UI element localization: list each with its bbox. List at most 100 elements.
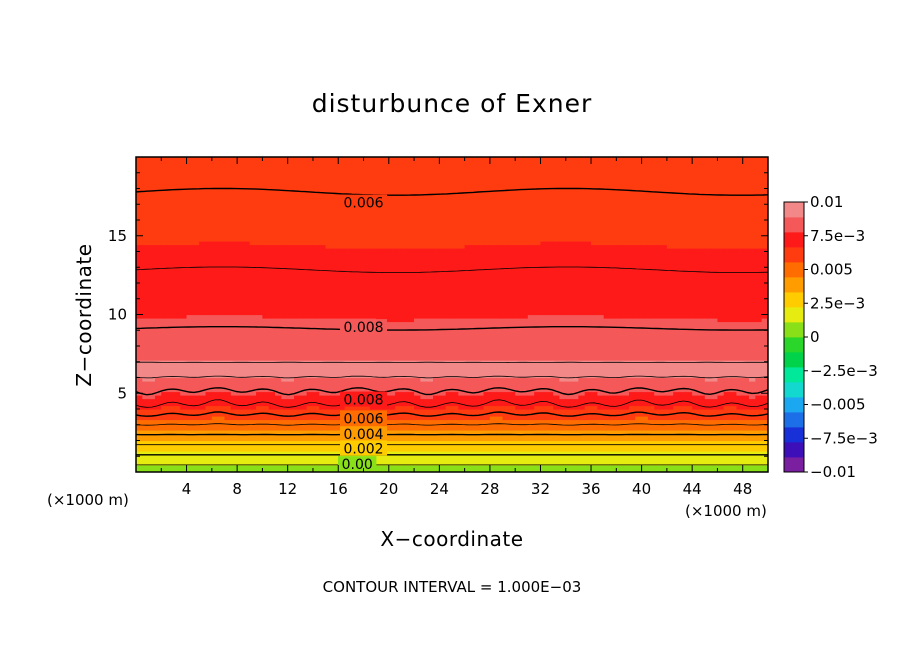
field-cell [306,171,314,176]
field-cell [477,398,485,403]
field-cell [237,430,245,435]
field-cell [445,213,453,218]
field-cell [230,430,238,435]
field-cell [477,297,485,302]
field-cell [319,339,327,344]
field-cell [243,314,251,319]
field-cell [243,206,251,211]
field-cell [199,353,207,358]
field-cell [407,185,415,190]
field-cell [287,454,295,459]
field-cell [319,349,327,354]
field-cell [173,311,181,316]
field-cell [173,209,181,214]
field-cell [148,384,156,389]
field-cell [369,286,377,291]
field-cell [458,451,466,456]
field-cell [445,433,453,438]
field-cell [287,328,295,333]
field-cell [357,248,365,253]
field-cell [249,167,257,172]
field-cell [275,381,282,386]
field-cell [142,409,150,414]
field-cell [325,391,333,396]
field-cell [300,241,308,246]
field-cell [262,465,270,470]
field-cell [230,279,238,284]
field-cell [275,290,282,295]
field-cell [369,405,377,410]
field-cell [470,454,478,459]
field-cell [458,276,466,281]
field-cell [483,458,491,463]
field-cell [243,461,251,466]
field-cell [331,237,339,242]
field-cell [142,325,150,330]
field-cell [306,258,314,263]
field-cell [312,167,320,172]
field-cell [211,409,219,414]
field-cell [211,346,219,351]
field-cell [395,325,403,330]
field-cell [319,409,327,414]
field-cell [376,230,384,235]
field-cell [458,248,466,253]
field-cell [237,461,245,466]
field-cell [325,416,333,421]
field-cell [154,262,162,267]
field-cell [192,332,200,337]
field-cell [256,353,263,358]
field-cell [470,248,478,253]
field-cell [344,279,352,284]
field-cell [300,395,308,400]
field-cell [243,248,251,253]
field-cell [477,272,485,277]
field-cell [180,405,188,410]
field-cell [433,297,440,302]
field-cell [256,332,263,337]
field-cell [433,437,440,442]
field-cell [224,300,232,305]
field-cell [407,265,415,270]
field-cell [464,458,472,463]
field-cell [167,241,175,246]
field-cell [287,409,295,414]
field-cell [350,353,358,358]
field-cell [483,314,491,319]
field-cell [426,419,434,424]
field-cell [395,433,403,438]
field-cell [388,223,396,228]
field-cell [199,342,207,347]
field-cell [218,388,226,393]
field-cell [395,213,403,218]
field-cell [294,377,301,382]
field-cell [249,286,257,291]
field-cell [224,346,232,351]
field-cell [224,384,232,389]
field-cell [268,318,276,323]
field-cell [395,367,403,372]
field-cell [331,388,339,393]
field-cell [452,335,459,340]
field-cell [420,265,428,270]
field-cell [477,426,485,431]
field-cell [331,188,339,193]
field-cell [382,216,390,221]
field-cell [426,178,434,183]
field-cell [420,342,428,347]
field-cell [148,398,156,403]
field-cell [420,405,428,410]
field-cell [477,437,485,442]
field-cell [136,192,143,197]
field-cell [363,307,371,312]
field-cell [369,283,377,288]
field-cell [388,356,396,361]
field-cell [477,416,485,421]
field-cell [433,451,440,456]
field-cell [256,370,263,375]
field-cell [306,374,314,379]
field-cell [331,465,339,470]
field-cell [439,426,447,431]
field-cell [382,220,390,225]
field-cell [344,181,352,186]
